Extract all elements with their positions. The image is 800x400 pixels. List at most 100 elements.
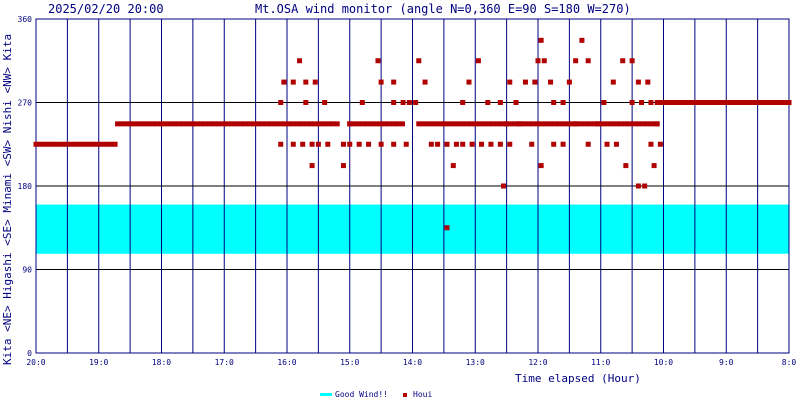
houi-point xyxy=(447,121,453,127)
houi-point xyxy=(90,141,96,147)
houi-point xyxy=(587,121,593,127)
houi-point xyxy=(579,37,585,43)
houi-point xyxy=(521,121,527,127)
houi-point xyxy=(216,121,222,127)
houi-point xyxy=(711,100,717,105)
legend-houi-label: Houi xyxy=(413,390,432,399)
houi-point xyxy=(309,163,315,169)
houi-point xyxy=(395,121,401,127)
houi-point xyxy=(68,141,74,147)
houi-point xyxy=(573,121,579,127)
houi-point xyxy=(777,100,783,105)
houi-point xyxy=(309,141,315,147)
y-tick-label: 0 xyxy=(27,349,32,358)
houi-point xyxy=(277,121,283,127)
houi-point xyxy=(194,121,200,127)
y-tick-label: 90 xyxy=(22,266,32,275)
houi-point xyxy=(86,141,92,147)
houi-point xyxy=(504,121,510,127)
houi-point xyxy=(128,121,134,127)
houi-point xyxy=(295,121,301,127)
houi-point xyxy=(391,79,397,85)
houi-point xyxy=(46,141,52,147)
houi-point xyxy=(485,100,491,105)
houi-point xyxy=(760,100,766,105)
houi-point xyxy=(137,121,143,127)
x-tick-label: 9:0 xyxy=(719,358,734,367)
houi-point xyxy=(233,121,239,127)
houi-point xyxy=(635,121,641,127)
houi-point xyxy=(635,183,641,189)
houi-point xyxy=(486,121,492,127)
houi-point xyxy=(94,141,100,147)
houi-point xyxy=(59,141,65,147)
houi-point xyxy=(585,141,591,147)
houi-point xyxy=(442,121,448,127)
houi-point xyxy=(733,100,739,105)
houi-point xyxy=(529,141,535,147)
houi-point xyxy=(552,121,558,127)
houi-point xyxy=(664,100,670,105)
houi-point xyxy=(220,121,226,127)
legend-houi-swatch xyxy=(403,393,407,397)
houi-point xyxy=(322,100,328,105)
houi-point xyxy=(278,141,284,147)
x-tick-label: 8:0 xyxy=(782,358,797,367)
houi-point xyxy=(202,121,208,127)
houi-point xyxy=(468,121,474,127)
legend: Good Wind!! Houi xyxy=(320,390,432,399)
houi-point xyxy=(755,100,761,105)
x-tick-label: 19:0 xyxy=(89,358,108,367)
houi-point xyxy=(413,100,419,105)
houi-points-layer xyxy=(33,37,792,231)
houi-point xyxy=(123,121,129,127)
houi-point xyxy=(651,163,657,169)
houi-point xyxy=(640,121,646,127)
houi-point xyxy=(751,100,757,105)
houi-point xyxy=(268,121,274,127)
houi-point xyxy=(591,121,597,127)
houi-point xyxy=(482,121,488,127)
houi-point xyxy=(698,100,704,105)
houi-point xyxy=(37,141,43,147)
houi-point xyxy=(600,121,606,127)
houi-point xyxy=(386,121,392,127)
houi-point xyxy=(601,100,607,105)
houi-point xyxy=(286,121,292,127)
houi-point xyxy=(676,100,682,105)
houi-point xyxy=(229,121,235,127)
houi-point xyxy=(573,58,579,64)
houi-point xyxy=(490,121,496,127)
houi-point xyxy=(403,141,409,147)
houi-point xyxy=(312,79,318,85)
x-tick-label: 17:0 xyxy=(215,358,234,367)
houi-point xyxy=(303,79,309,85)
houi-point xyxy=(312,121,318,127)
houi-point xyxy=(308,121,314,127)
chart-timestamp: 2025/02/20 20:00 xyxy=(48,2,164,16)
houi-point xyxy=(375,58,381,64)
houi-point xyxy=(211,121,217,127)
houi-point xyxy=(654,100,660,105)
houi-point xyxy=(548,121,554,127)
houi-point xyxy=(565,121,571,127)
y-tick-label: 360 xyxy=(18,15,33,24)
houi-point xyxy=(281,121,287,127)
houi-point xyxy=(464,121,470,127)
houi-point xyxy=(347,121,353,127)
legend-good-wind-label: Good Wind!! xyxy=(335,390,388,399)
x-tick-labels: 20:0 19:0 18:0 17:0 16:0 15:0 14:0 13:0 12:0 11:0… xyxy=(26,358,796,367)
houi-point xyxy=(782,100,788,105)
y-tick-label: 270 xyxy=(18,99,33,108)
houi-point xyxy=(566,79,572,85)
houi-point xyxy=(618,121,624,127)
houi-point xyxy=(460,100,466,105)
houi-point xyxy=(685,100,691,105)
houi-point xyxy=(548,79,554,85)
houi-point xyxy=(500,183,506,189)
houi-point xyxy=(648,141,654,147)
houi-point xyxy=(154,121,160,127)
houi-point xyxy=(416,58,422,64)
houi-point xyxy=(720,100,726,105)
houi-point xyxy=(539,121,545,127)
